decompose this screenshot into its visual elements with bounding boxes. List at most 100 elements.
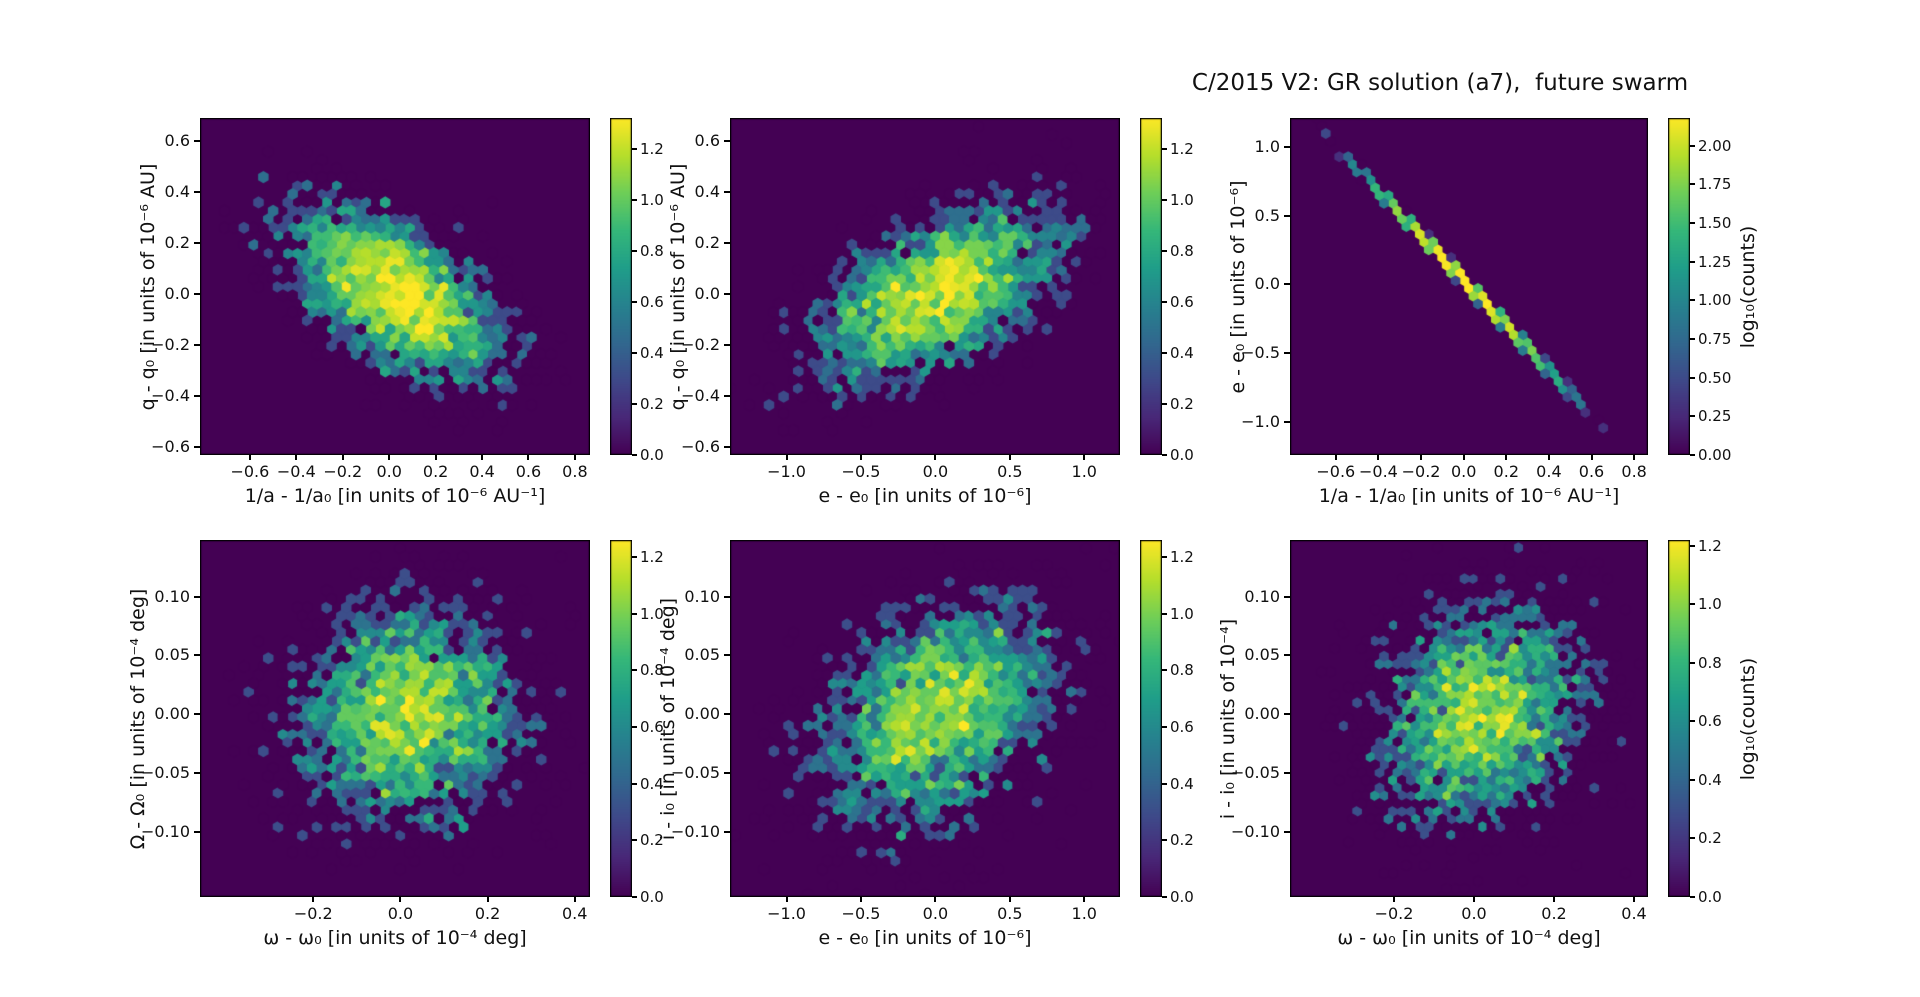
y-tick-label: −1.0: [1241, 411, 1280, 431]
y-tick-label: −0.10: [1230, 822, 1280, 842]
x-tick-label: 0.0: [376, 462, 402, 481]
colorbar-e-vs-inverse-a: [1668, 118, 1690, 455]
y-tick-mark: [1284, 772, 1290, 775]
x-tick-mark: [1553, 897, 1555, 902]
colorbar-tick-mark: [1162, 556, 1167, 558]
x-tick-label: 0.5: [997, 462, 1023, 481]
y-tick-mark: [724, 242, 730, 245]
y-tick-mark: [194, 395, 200, 398]
x-tick-label: 0.4: [469, 462, 495, 481]
y-tick-label: −0.10: [670, 822, 720, 842]
y-tick-mark: [194, 191, 200, 194]
hexbin-plot-i-vs-e: [730, 540, 1120, 897]
colorbar-tick-label: 0.8: [1170, 241, 1194, 260]
x-tick-mark: [341, 455, 344, 460]
y-tick-label: 0.10: [154, 586, 190, 606]
y-tick-mark: [724, 654, 730, 657]
colorbar-tick-label: 0.0: [1170, 888, 1194, 906]
colorbar-tick-mark: [1162, 147, 1167, 150]
colorbar-tick-label: 1.2: [1698, 536, 1722, 555]
y-tick-mark: [724, 772, 730, 775]
colorbar-tick-mark: [632, 556, 637, 558]
y-axis-label: q - q₀ [in units of 10⁻⁶ AU]: [137, 163, 159, 410]
y-tick-label: 0.2: [164, 233, 190, 253]
y-tick-mark: [724, 139, 730, 142]
x-tick-mark: [934, 897, 937, 902]
colorbar-tick-mark: [1162, 896, 1167, 898]
x-tick-mark: [1462, 455, 1465, 460]
colorbar-tick-label: 1.2: [640, 139, 664, 158]
x-tick-mark: [785, 455, 788, 460]
colorbar-tick-mark: [1690, 544, 1695, 547]
colorbar-tick-label: 1.2: [1170, 548, 1194, 566]
y-tick-mark: [1284, 831, 1290, 834]
colorbar-tick-label: 0.0: [640, 446, 664, 464]
y-tick-label: 0.0: [694, 284, 720, 304]
x-tick-mark: [1505, 455, 1508, 460]
colorbar-tick-label: 1.50: [1698, 214, 1732, 233]
x-tick-mark: [434, 455, 437, 460]
x-tick-mark: [486, 897, 489, 902]
colorbar-tick-mark: [1162, 726, 1167, 728]
colorbar-tick-mark: [1690, 720, 1695, 723]
colorbar-tick-mark: [632, 351, 637, 354]
x-tick-label: 0.8: [562, 462, 588, 481]
x-tick-label: −0.2: [323, 462, 363, 481]
colorbar-tick-mark: [1690, 183, 1695, 186]
x-tick-mark: [1008, 455, 1011, 460]
x-tick-mark: [248, 455, 251, 460]
colorbar-tick-label: 0.2: [640, 831, 664, 850]
colorbar-tick-label: 0.2: [1170, 394, 1194, 413]
hexbin-plot-e-vs-inverse-a: [1290, 118, 1648, 455]
y-tick-mark: [1284, 214, 1290, 217]
colorbar-tick-mark: [632, 839, 637, 842]
y-tick-mark: [194, 595, 200, 598]
x-tick-mark: [1334, 455, 1337, 460]
y-tick-mark: [1284, 283, 1290, 286]
x-tick-label: 1.0: [1071, 462, 1097, 481]
y-tick-label: 0.2: [694, 233, 720, 253]
colorbar-tick-mark: [1162, 198, 1167, 201]
y-tick-label: −0.5: [1241, 343, 1280, 363]
y-tick-mark: [1284, 595, 1290, 598]
x-tick-mark: [1420, 455, 1423, 460]
y-tick-mark: [1284, 352, 1290, 355]
y-tick-label: 0.6: [694, 130, 720, 150]
colorbar-tick-mark: [632, 612, 637, 615]
colorbar-tick-label: 0.4: [1698, 770, 1722, 789]
x-tick-label: −0.2: [1401, 462, 1441, 481]
colorbar-tick-mark: [632, 782, 637, 785]
y-tick-mark: [724, 713, 730, 716]
colorbar-tick-mark: [1162, 669, 1167, 672]
colorbar-tick-label: 1.25: [1698, 252, 1732, 271]
y-tick-mark: [724, 344, 730, 347]
y-tick-label: −0.05: [670, 763, 720, 783]
x-tick-mark: [295, 455, 298, 460]
y-tick-label: 0.6: [164, 130, 190, 150]
y-tick-mark: [194, 293, 200, 296]
colorbar-tick-mark: [1690, 222, 1695, 225]
colorbar-tick-label: 0.00: [1698, 446, 1732, 464]
colorbar-tick-mark: [632, 300, 637, 303]
x-tick-mark: [934, 455, 937, 460]
x-tick-label: −0.5: [841, 904, 881, 923]
x-axis-label: 1/a - 1/a₀ [in units of 10⁻⁶ AU⁻¹]: [244, 485, 546, 507]
colorbar-tick-mark: [1690, 260, 1695, 263]
x-tick-mark: [388, 455, 391, 460]
x-tick-label: 0.0: [922, 904, 949, 923]
y-tick-label: 0.4: [164, 182, 190, 202]
x-axis-label: e - e₀ [in units of 10⁻⁶]: [818, 927, 1032, 949]
y-tick-label: 0.5: [1254, 205, 1280, 225]
colorbar-tick-label: 0.8: [640, 241, 664, 260]
figure-title: C/2015 V2: GR solution (a7), future swar…: [1191, 70, 1689, 96]
x-tick-label: 0.0: [922, 462, 949, 481]
hexbin-plot-q-vs-inverse-a: [200, 118, 590, 455]
colorbar-tick-mark: [1162, 454, 1167, 456]
x-tick-mark: [1590, 455, 1593, 460]
y-tick-label: −0.2: [681, 335, 720, 355]
y-tick-mark: [194, 242, 200, 245]
x-tick-label: 0.0: [1461, 904, 1487, 923]
x-tick-mark: [573, 897, 576, 902]
y-tick-label: 0.10: [684, 586, 720, 606]
